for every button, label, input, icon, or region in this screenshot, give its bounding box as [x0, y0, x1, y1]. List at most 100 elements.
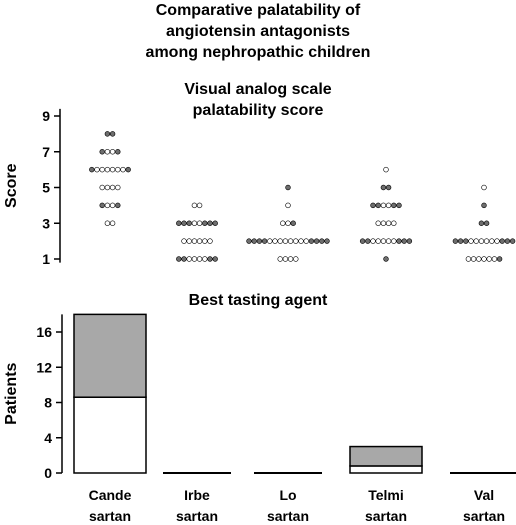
category-label: Val — [474, 487, 494, 503]
category-label: sartan — [365, 508, 407, 524]
score-dot — [191, 256, 198, 262]
score-dot — [261, 238, 268, 244]
score-dot — [370, 202, 376, 209]
score-dot — [202, 238, 208, 244]
score-tick-label: 7 — [42, 144, 50, 160]
score-dot — [251, 238, 257, 244]
score-dot — [202, 220, 208, 226]
bar-segment — [73, 313, 147, 398]
score-dot — [207, 220, 213, 226]
score-dot — [406, 238, 413, 244]
score-tick-label: 5 — [42, 180, 50, 196]
score-dot — [324, 238, 330, 244]
score-dot — [380, 238, 387, 244]
category-label: sartan — [176, 508, 218, 524]
score-dot — [478, 220, 485, 226]
score-dot — [115, 184, 121, 191]
dot-plot-panel: 1 3 5 7 9 Score — [3, 108, 516, 267]
score-dot — [125, 166, 131, 173]
main-title-line: angiotensin antagonists — [165, 23, 350, 40]
main-title: Comparative palatability of angiotensin … — [0, 0, 516, 63]
score-dot — [285, 184, 291, 191]
main-title-line: among nephropathic children — [145, 44, 371, 61]
score-dot — [277, 256, 283, 262]
category-label: Cande — [89, 487, 132, 503]
score-dot — [287, 256, 294, 262]
score-dot — [375, 238, 381, 244]
score-dot — [491, 256, 498, 262]
dot-chart-title-line: Visual analog scale — [184, 81, 332, 98]
category-label: Irbe — [184, 487, 210, 503]
score-dot — [370, 238, 376, 244]
score-dot — [196, 256, 203, 262]
score-dot — [489, 238, 495, 244]
bar-segment — [349, 445, 423, 467]
score-dot — [280, 220, 286, 226]
score-dot — [212, 220, 218, 226]
score-dot — [196, 220, 203, 226]
score-dot — [365, 238, 371, 244]
score-dot — [385, 238, 392, 244]
score-dot — [380, 220, 387, 226]
score-tick-label: 1 — [42, 251, 50, 267]
score-dot — [383, 166, 389, 173]
score-dot — [385, 220, 392, 226]
score-dot — [293, 238, 299, 244]
score-dot — [401, 238, 407, 244]
score-dot — [391, 238, 397, 244]
patients-axis-title: Patients — [3, 362, 20, 424]
score-dot — [109, 184, 116, 191]
main-title-line: Comparative palatability of — [155, 2, 361, 19]
score-dot — [99, 184, 105, 191]
score-dot — [267, 238, 273, 244]
score-dot — [186, 238, 192, 244]
score-dot — [457, 238, 464, 244]
score-dot — [191, 202, 198, 209]
category-label: sartan — [267, 508, 309, 524]
dot-chart-title: Visual analog scale palatability score — [0, 79, 516, 121]
score-dot — [104, 131, 111, 137]
score-dot — [290, 220, 296, 226]
score-dot — [481, 202, 487, 209]
score-dot — [483, 220, 490, 226]
score-dot — [481, 184, 487, 191]
score-dot — [486, 256, 492, 262]
score-dot — [282, 238, 289, 244]
score-dot — [499, 238, 505, 244]
score-dot — [196, 202, 203, 209]
score-dot — [207, 238, 213, 244]
score-dot — [196, 238, 203, 244]
score-dot — [308, 238, 315, 244]
score-dot — [396, 238, 402, 244]
category-label: sartan — [89, 508, 131, 524]
score-dot — [463, 238, 469, 244]
score-dot — [359, 238, 366, 244]
score-dot — [181, 220, 187, 226]
score-dot — [109, 149, 116, 155]
score-dot — [120, 166, 126, 173]
score-dot — [478, 238, 485, 244]
score-dot — [383, 256, 389, 262]
score-dot — [94, 166, 100, 173]
score-dot — [207, 256, 213, 262]
score-dot — [176, 256, 182, 262]
score-tick-label: 9 — [42, 108, 50, 124]
score-dot — [391, 220, 397, 226]
score-dot — [186, 220, 192, 226]
score-dot — [476, 256, 482, 262]
score-dot — [481, 256, 487, 262]
category-axis-labels: Cande sartan Irbe sartan Lo sartan Telmi sartan… — [89, 487, 505, 524]
score-dot — [391, 202, 397, 209]
category-label: Telmi — [368, 487, 404, 503]
score-dot — [109, 202, 116, 209]
score-dot — [496, 256, 503, 262]
score-dot — [298, 238, 304, 244]
score-dot — [104, 166, 111, 173]
score-dot — [380, 184, 387, 191]
score-dot — [396, 202, 402, 209]
score-dot — [468, 238, 474, 244]
score-dot — [186, 256, 192, 262]
score-dot — [109, 131, 116, 137]
score-dot — [470, 256, 477, 262]
